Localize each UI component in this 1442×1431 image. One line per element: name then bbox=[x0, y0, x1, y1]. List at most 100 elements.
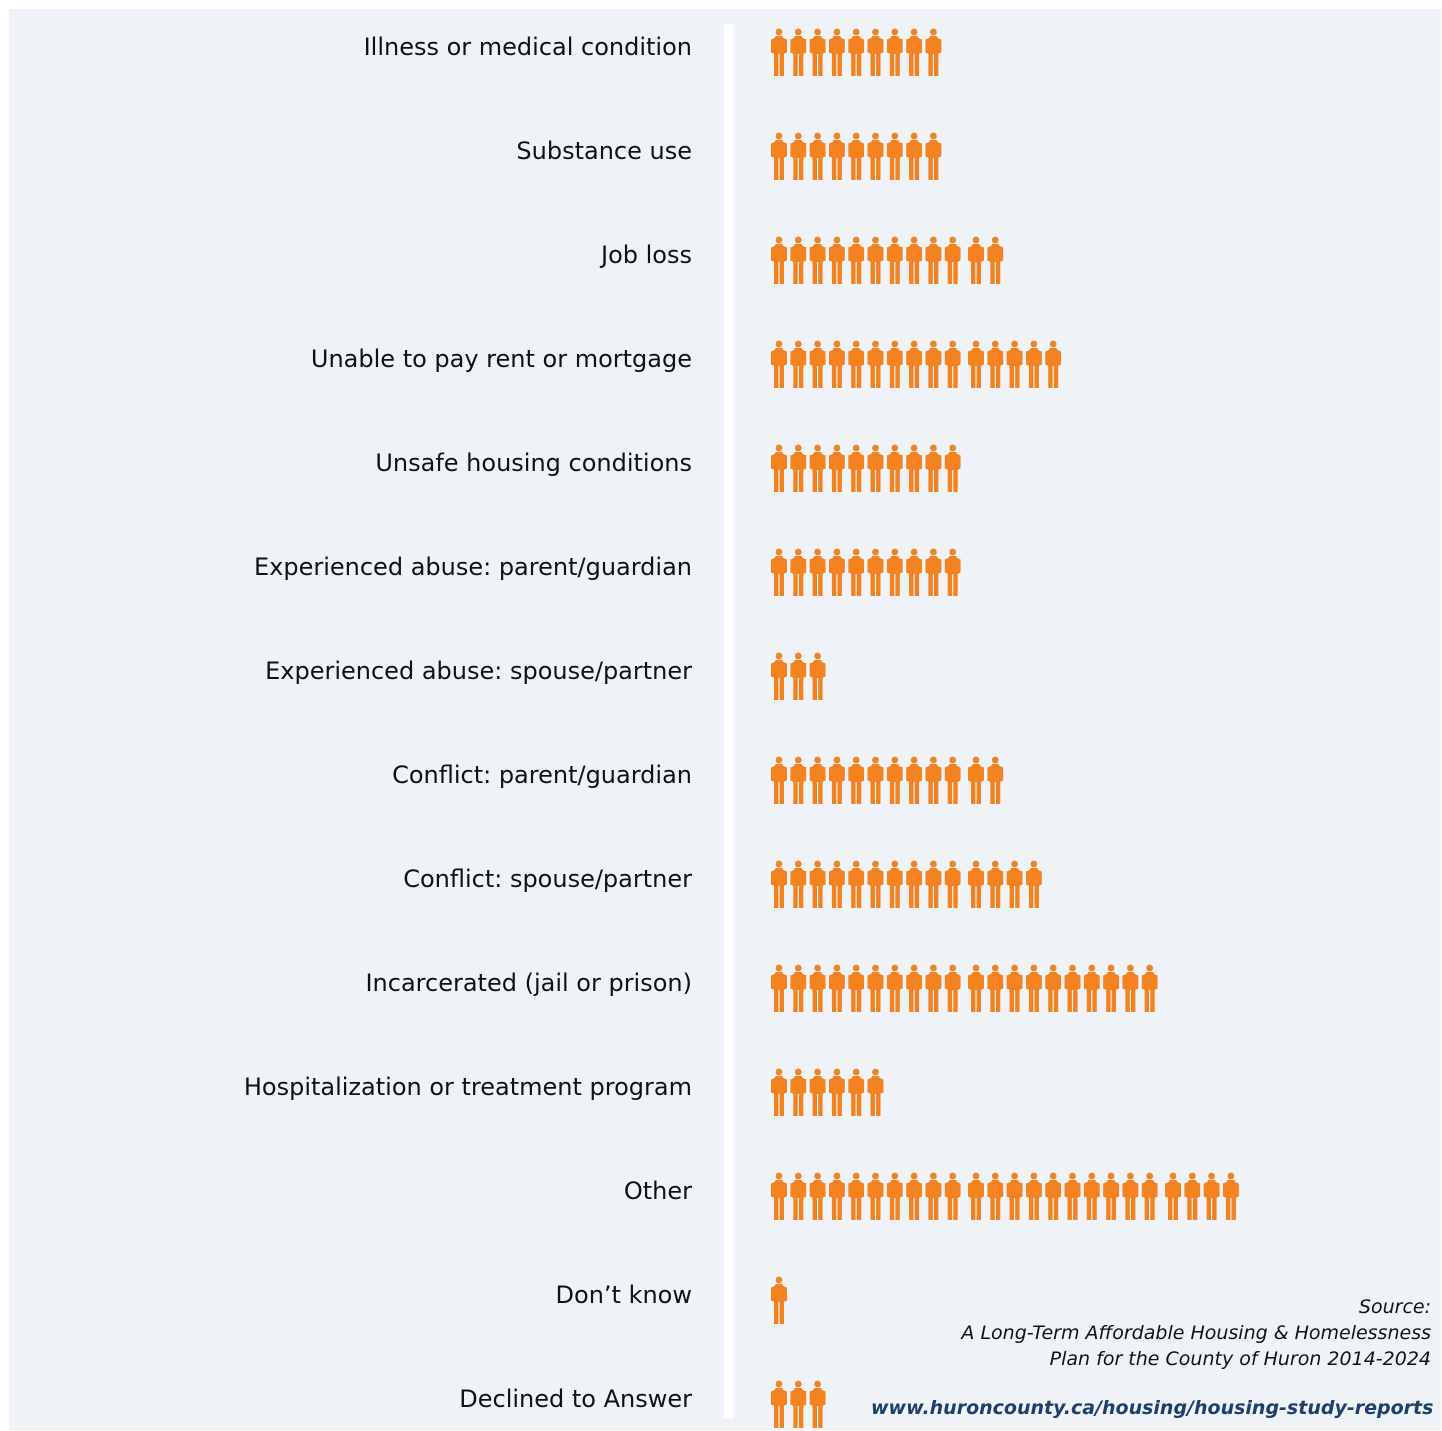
person-icon bbox=[925, 1172, 942, 1220]
pictograph-row bbox=[771, 860, 1042, 908]
pictograph-row bbox=[771, 340, 1062, 388]
person-icon bbox=[886, 1172, 903, 1220]
category-label: Experienced abuse: parent/guardian bbox=[253, 553, 692, 581]
person-icon bbox=[944, 236, 961, 284]
person-icon bbox=[1122, 1172, 1139, 1220]
person-icon bbox=[771, 1068, 787, 1116]
person-icon bbox=[968, 964, 984, 1012]
person-icon bbox=[906, 860, 923, 908]
person-icon bbox=[925, 860, 942, 908]
person-icon bbox=[1222, 1172, 1239, 1220]
category-label: Incarcerated (jail or prison) bbox=[365, 969, 692, 997]
person-icon bbox=[906, 340, 923, 388]
person-icon bbox=[867, 860, 884, 908]
person-icon bbox=[848, 548, 865, 596]
person-icon bbox=[944, 548, 961, 596]
person-icon bbox=[1141, 964, 1158, 1012]
person-icon bbox=[925, 28, 942, 76]
person-icon bbox=[867, 340, 884, 388]
person-icon bbox=[906, 1172, 923, 1220]
person-icon bbox=[867, 964, 884, 1012]
person-icon bbox=[925, 548, 942, 596]
person-icon bbox=[771, 1380, 787, 1428]
source-link[interactable]: www.huroncounty.ca/housing/housing-study… bbox=[871, 1397, 1434, 1419]
pictograph-row bbox=[771, 1068, 884, 1116]
person-icon bbox=[886, 340, 903, 388]
person-icon bbox=[790, 548, 807, 596]
person-icon bbox=[771, 340, 787, 388]
person-icon bbox=[867, 548, 884, 596]
person-icon bbox=[886, 444, 903, 492]
person-icon bbox=[828, 132, 845, 180]
person-icon bbox=[987, 756, 1004, 804]
person-icon bbox=[848, 340, 865, 388]
category-label: Unsafe housing conditions bbox=[375, 449, 692, 477]
person-icon bbox=[1083, 1172, 1100, 1220]
category-label: Conflict: parent/guardian bbox=[392, 761, 692, 789]
person-icon bbox=[1141, 1172, 1158, 1220]
person-icon bbox=[944, 756, 961, 804]
person-icon bbox=[848, 1068, 865, 1116]
pictograph-row bbox=[771, 444, 961, 492]
person-icon bbox=[771, 964, 787, 1012]
person-icon bbox=[1025, 964, 1042, 1012]
person-icon bbox=[867, 756, 884, 804]
person-icon bbox=[1064, 1172, 1081, 1220]
person-icon bbox=[987, 236, 1004, 284]
category-label: Job loss bbox=[601, 241, 692, 269]
person-icon bbox=[1184, 1172, 1201, 1220]
person-icon bbox=[867, 132, 884, 180]
person-icon bbox=[968, 756, 984, 804]
person-icon bbox=[771, 860, 787, 908]
person-icon bbox=[886, 28, 903, 76]
source-line-2: Plan for the County of Huron 2014-2024 bbox=[1049, 1348, 1431, 1370]
person-icon bbox=[906, 756, 923, 804]
pictograph-row bbox=[771, 652, 826, 700]
person-icon bbox=[968, 860, 984, 908]
person-icon bbox=[886, 860, 903, 908]
person-icon bbox=[848, 132, 865, 180]
person-icon bbox=[828, 1068, 845, 1116]
person-icon bbox=[925, 132, 942, 180]
person-icon bbox=[867, 444, 884, 492]
person-icon bbox=[809, 1068, 826, 1116]
pictograph-row bbox=[771, 236, 1004, 284]
person-icon bbox=[809, 756, 826, 804]
person-icon bbox=[848, 28, 865, 76]
person-icon bbox=[809, 548, 826, 596]
person-icon bbox=[771, 132, 787, 180]
person-icon bbox=[809, 964, 826, 1012]
pictograph-row bbox=[771, 1276, 787, 1324]
person-icon bbox=[809, 860, 826, 908]
person-icon bbox=[944, 964, 961, 1012]
person-icon bbox=[1006, 1172, 1023, 1220]
person-icon bbox=[1006, 860, 1023, 908]
category-label: Experienced abuse: spouse/partner bbox=[265, 657, 692, 685]
person-icon bbox=[867, 1172, 884, 1220]
person-icon bbox=[1165, 1172, 1181, 1220]
person-icon bbox=[848, 444, 865, 492]
pictograph-row bbox=[771, 132, 942, 180]
person-icon bbox=[1025, 860, 1042, 908]
person-icon bbox=[867, 28, 884, 76]
person-icon bbox=[1064, 964, 1081, 1012]
person-icon bbox=[1203, 1172, 1220, 1220]
source-heading: Source: bbox=[1358, 1296, 1431, 1318]
person-icon bbox=[906, 444, 923, 492]
person-icon bbox=[1045, 1172, 1062, 1220]
person-icon bbox=[886, 548, 903, 596]
category-label: Substance use bbox=[516, 137, 692, 165]
person-icon bbox=[809, 652, 826, 700]
category-label: Don’t know bbox=[555, 1281, 692, 1309]
person-icon bbox=[790, 756, 807, 804]
person-icon bbox=[886, 236, 903, 284]
person-icon bbox=[886, 132, 903, 180]
category-label: Unable to pay rent or mortgage bbox=[310, 345, 692, 373]
source-note: Source: A Long-Term Affordable Housing &… bbox=[911, 1294, 1431, 1372]
person-icon bbox=[1103, 1172, 1120, 1220]
person-icon bbox=[848, 964, 865, 1012]
person-icon bbox=[828, 756, 845, 804]
person-icon bbox=[925, 340, 942, 388]
person-icon bbox=[790, 652, 807, 700]
person-icon bbox=[867, 1068, 884, 1116]
